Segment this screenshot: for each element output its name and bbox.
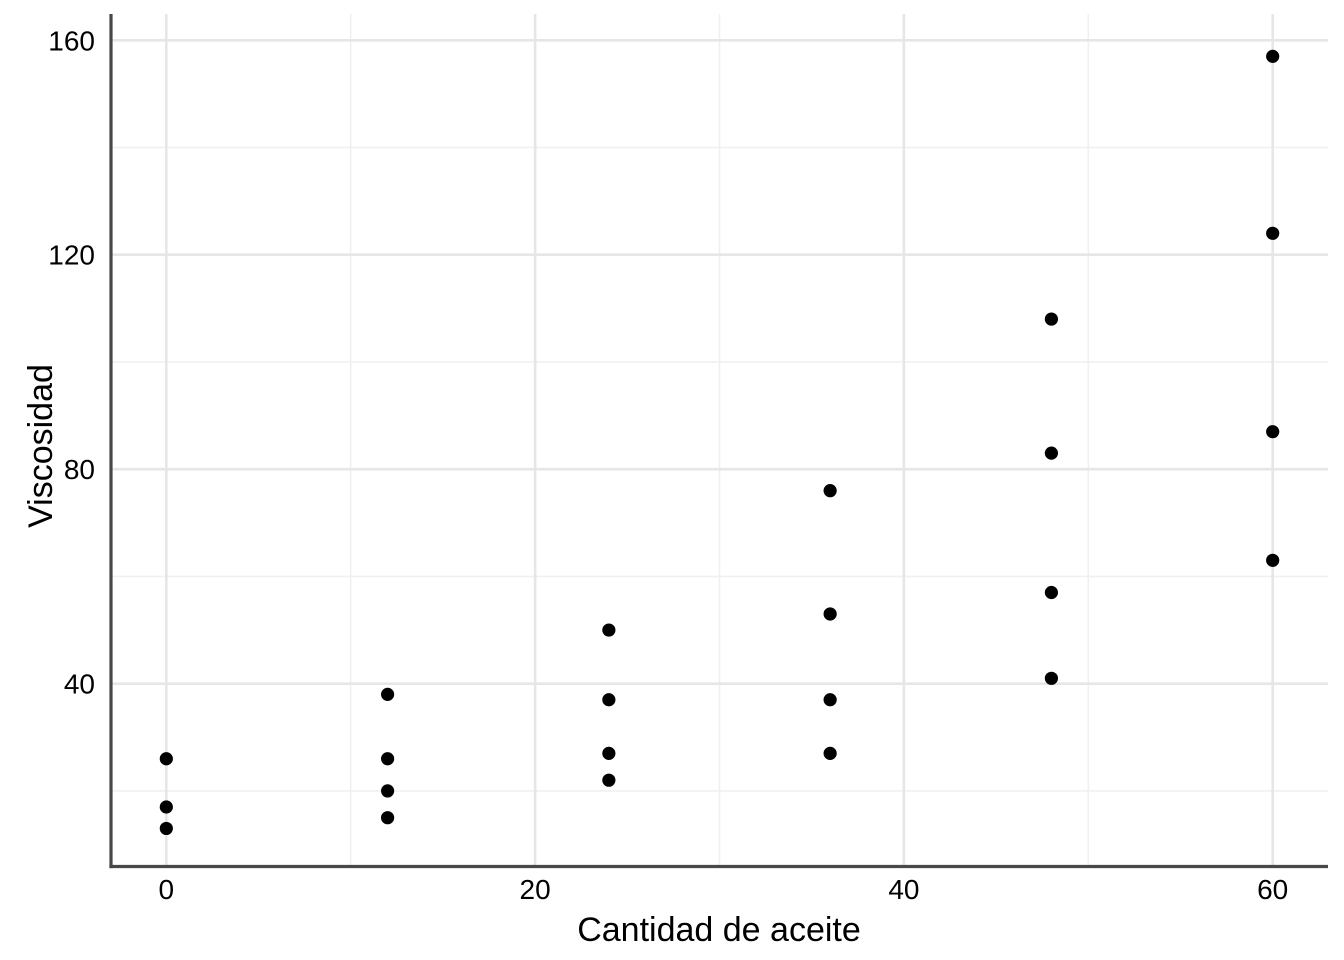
gridlines-minor [111, 14, 1328, 867]
x-axis-title: Cantidad de aceite [577, 911, 861, 949]
data-point [159, 800, 173, 814]
y-tick-label: 40 [64, 669, 95, 700]
data-point [1266, 553, 1280, 567]
data-point [823, 484, 837, 498]
y-axis-title: Viscosidad [22, 364, 60, 528]
data-point [159, 821, 173, 836]
data-point [380, 752, 395, 766]
data-point [602, 746, 616, 760]
data-point [1044, 585, 1059, 600]
gridlines-major [111, 14, 1328, 867]
x-axis-tick-labels: 0 20 40 60 [159, 874, 1289, 905]
data-points [159, 49, 1280, 836]
x-tick-label: 20 [520, 874, 551, 905]
x-tick-label: 0 [159, 874, 175, 905]
data-point [602, 623, 616, 637]
y-tick-label: 160 [48, 25, 95, 56]
data-point [1044, 312, 1059, 326]
data-point [1044, 446, 1059, 460]
y-tick-label: 80 [64, 454, 95, 485]
data-point [380, 687, 395, 701]
data-point [602, 773, 616, 787]
data-point [1266, 425, 1280, 439]
x-tick-label: 60 [1257, 874, 1288, 905]
y-axis-tick-labels: 40 80 120 160 [48, 25, 95, 699]
data-point [1266, 49, 1280, 63]
data-point [159, 752, 173, 766]
y-tick-label: 120 [48, 240, 95, 271]
data-point [380, 811, 395, 825]
data-point [823, 746, 837, 760]
data-point [1266, 226, 1280, 240]
data-point [823, 693, 837, 707]
data-point [823, 607, 837, 621]
axis-lines [109, 14, 1328, 869]
data-point [380, 784, 395, 798]
data-point [602, 693, 616, 707]
x-tick-label: 40 [888, 874, 919, 905]
data-point [1044, 671, 1059, 685]
